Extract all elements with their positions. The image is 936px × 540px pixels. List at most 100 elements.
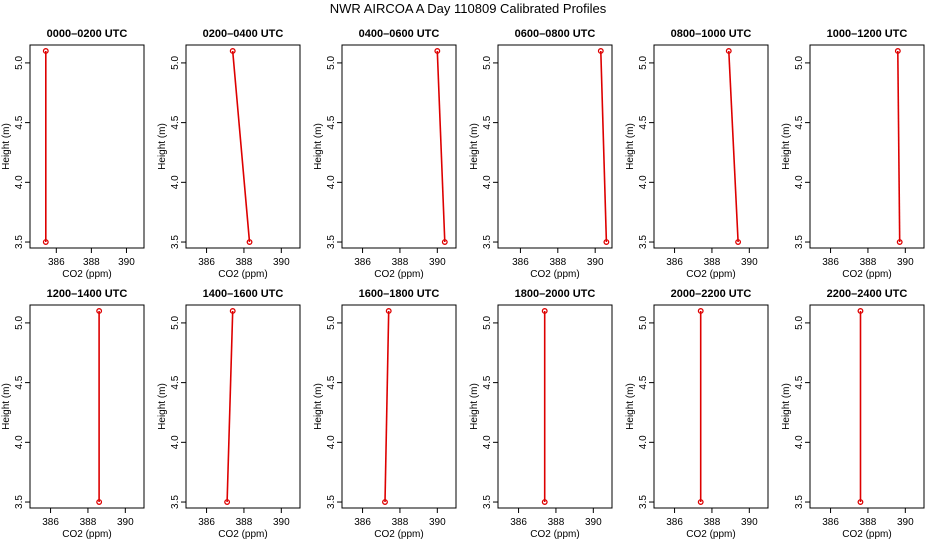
data-point [96, 499, 103, 505]
panel-title: 2200–2400 UTC [827, 288, 908, 300]
y-tick-label: 3.5 [482, 235, 493, 249]
y-tick-label: 3.5 [638, 235, 649, 249]
y-tick-label: 5.0 [170, 316, 181, 330]
y-tick-label: 4.0 [638, 175, 649, 189]
data-point [229, 308, 236, 314]
y-tick-label: 3.5 [170, 495, 181, 509]
panel-title: 1800–2000 UTC [515, 288, 596, 300]
data-point [894, 48, 901, 54]
y-axis-label: Height (m) [781, 383, 792, 430]
x-tick-label: 386 [48, 257, 65, 268]
profile-line [231, 50, 251, 243]
x-tick-label: 390 [273, 517, 290, 528]
y-tick-label: 4.5 [482, 115, 493, 129]
y-tick-label: 4.5 [794, 375, 805, 389]
plot-frame [497, 304, 613, 509]
plot-frame [185, 44, 301, 249]
y-axis-label: Height (m) [781, 123, 792, 170]
profile-line [226, 310, 234, 503]
y-axis-label: Height (m) [625, 383, 636, 430]
x-tick-label: 386 [510, 517, 527, 528]
profile-line [897, 50, 901, 243]
y-tick-label: 5.0 [326, 316, 337, 330]
chart-panel-4: 0600–0800 UTC 386 388 390 3.5 4.0 4.5 5.0 CO2 (p… [469, 28, 613, 280]
data-point [597, 48, 604, 54]
chart-panel-7: 1200–1400 UTC 386 388 390 3.5 4.0 4.5 5.0 CO2 (p… [1, 288, 145, 540]
chart-panel-12: 2200–2400 UTC 386 388 390 3.5 4.0 4.5 5.0 CO2 (p… [781, 288, 925, 540]
plot-frame [341, 304, 457, 509]
x-tick-label: 388 [860, 257, 877, 268]
data-point [857, 308, 864, 314]
y-tick-label: 3.5 [794, 495, 805, 509]
x-tick-label: 390 [585, 517, 602, 528]
y-tick-label: 4.5 [638, 115, 649, 129]
y-tick-label: 4.5 [638, 375, 649, 389]
y-axis-label: Height (m) [469, 123, 480, 170]
data-point [42, 48, 49, 54]
y-axis-label: Height (m) [157, 123, 168, 170]
x-tick-label: 386 [666, 517, 683, 528]
data-point [725, 48, 732, 54]
x-tick-label: 390 [587, 257, 604, 268]
y-tick-label: 3.5 [14, 235, 25, 249]
data-point [96, 308, 103, 314]
panel-title: 1000–1200 UTC [827, 28, 908, 40]
y-tick-label: 4.5 [14, 375, 25, 389]
data-point [385, 308, 392, 314]
plot-frame [653, 44, 769, 249]
y-tick-label: 5.0 [638, 316, 649, 330]
x-tick-label: 386 [512, 257, 529, 268]
chart-panel-1: 0000–0200 UTC 386 388 390 3.5 4.0 4.5 5.0 CO2 (p… [1, 28, 145, 280]
panel-title: 0000–0200 UTC [47, 28, 128, 40]
x-tick-label: 388 [704, 257, 721, 268]
chart-panel-6: 1000–1200 UTC 386 388 390 3.5 4.0 4.5 5.0 CO2 (p… [781, 28, 925, 280]
data-point [382, 499, 388, 505]
y-tick-label: 3.5 [794, 235, 805, 249]
x-axis-label: CO2 (ppm) [686, 269, 735, 280]
data-point [697, 499, 704, 505]
y-tick-label: 4.0 [794, 175, 805, 189]
y-axis-label: Height (m) [625, 123, 636, 170]
profile-line [384, 310, 390, 503]
x-tick-label: 390 [429, 517, 446, 528]
y-tick-label: 3.5 [638, 495, 649, 509]
panel-title: 0200–0400 UTC [203, 28, 284, 40]
chart-panel-9: 1600–1800 UTC 386 388 390 3.5 4.0 4.5 5.0 CO2 (p… [313, 288, 457, 540]
x-tick-label: 386 [822, 257, 839, 268]
x-axis-label: CO2 (ppm) [218, 529, 267, 540]
y-tick-label: 3.5 [326, 235, 337, 249]
y-tick-label: 5.0 [638, 56, 649, 70]
y-tick-label: 5.0 [14, 56, 25, 70]
y-tick-label: 4.5 [794, 115, 805, 129]
plot-frame [809, 44, 925, 249]
chart-panel-2: 0200–0400 UTC 386 388 390 3.5 4.0 4.5 5.0 CO2 (p… [157, 28, 301, 280]
panel-title: 1400–1600 UTC [203, 288, 284, 300]
x-tick-label: 386 [666, 257, 683, 268]
y-axis-label: Height (m) [1, 123, 12, 170]
chart-panel-5: 0800–1000 UTC 386 388 390 3.5 4.0 4.5 5.0 CO2 (p… [625, 28, 769, 280]
panel-title: 1600–1800 UTC [359, 288, 440, 300]
x-tick-label: 390 [741, 517, 758, 528]
y-axis-label: Height (m) [313, 123, 324, 170]
x-tick-label: 388 [392, 517, 409, 528]
x-axis-label: CO2 (ppm) [842, 529, 891, 540]
panel-title: 0600–0800 UTC [515, 28, 596, 40]
plot-frame [185, 304, 301, 509]
x-tick-label: 388 [392, 257, 409, 268]
x-tick-label: 388 [860, 517, 877, 528]
x-tick-label: 388 [704, 517, 721, 528]
y-tick-label: 4.5 [170, 115, 181, 129]
y-tick-label: 4.5 [326, 115, 337, 129]
x-tick-label: 386 [354, 517, 371, 528]
x-axis-label: CO2 (ppm) [374, 269, 423, 280]
x-axis-label: CO2 (ppm) [686, 529, 735, 540]
data-point [434, 48, 441, 54]
data-point [441, 239, 448, 245]
y-axis-label: Height (m) [1, 383, 12, 430]
x-tick-label: 390 [897, 517, 914, 528]
data-point [896, 239, 903, 245]
data-point [857, 499, 864, 505]
y-axis-label: Height (m) [469, 383, 480, 430]
x-axis-label: CO2 (ppm) [62, 269, 111, 280]
